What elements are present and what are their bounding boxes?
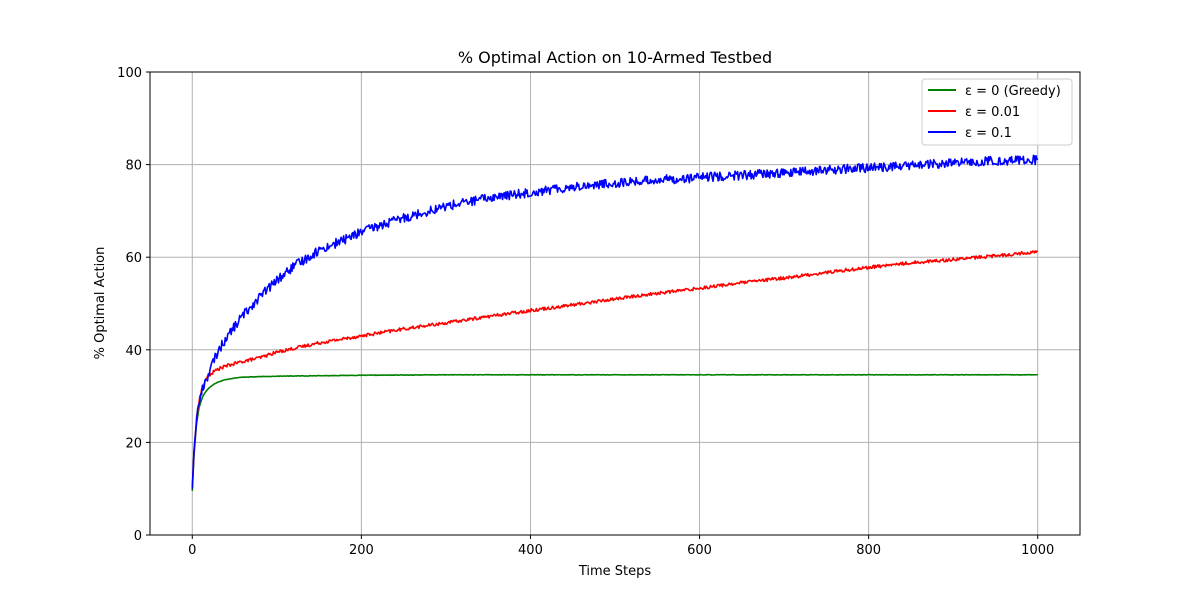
axis-ticks: 0 200 400 600 800 1000 0 20 40 60 80 100 [117, 66, 1054, 558]
y-tick-label: 60 [125, 251, 142, 266]
x-tick-label: 400 [518, 543, 543, 558]
y-tick-label: 0 [134, 529, 142, 544]
series-line-2 [191, 154, 1039, 489]
series-line-0 [191, 373, 1038, 492]
legend-label-eps-0.01: ε = 0.01 [965, 105, 1020, 120]
y-tick-label: 20 [125, 436, 142, 451]
x-axis-label: Time Steps [578, 564, 652, 579]
legend-label-greedy: ε = 0 (Greedy) [965, 84, 1061, 99]
x-tick-label: 600 [687, 543, 712, 558]
x-tick-label: 800 [856, 543, 881, 558]
legend-box [921, 78, 1073, 146]
y-axis-label: % Optimal Action [93, 247, 108, 360]
x-tick-label: 1000 [1021, 543, 1054, 558]
plot-area [149, 71, 1081, 536]
series-line-1 [191, 249, 1039, 489]
x-tick-label: 200 [349, 543, 374, 558]
y-tick-label: 80 [125, 159, 142, 174]
legend: ε = 0 (Greedy) ε = 0.01 ε = 0.1 [921, 78, 1073, 146]
legend-label-eps-0.1: ε = 0.1 [965, 126, 1012, 141]
chart-title: % Optimal Action on 10-Armed Testbed [458, 48, 772, 67]
series-lines [191, 154, 1039, 492]
x-tick-label: 0 [188, 543, 196, 558]
y-tick-label: 100 [117, 66, 142, 81]
y-tick-label: 40 [125, 344, 142, 359]
